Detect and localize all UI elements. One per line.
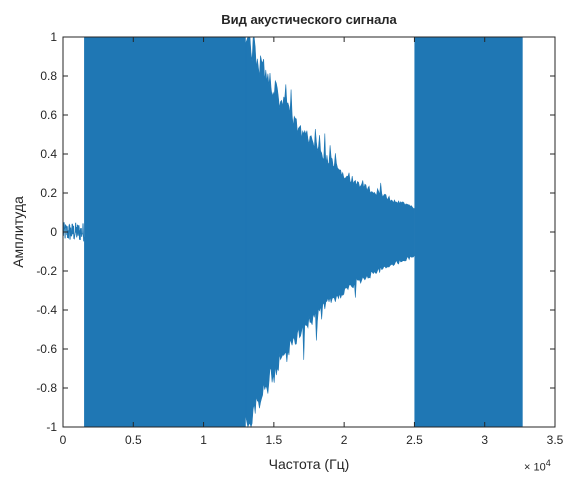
x-tick-label: 3.5	[547, 433, 564, 447]
y-tick-label: -0.8	[36, 381, 57, 395]
y-tick-label: -0.2	[36, 264, 57, 278]
y-tick-label: 0.6	[40, 108, 57, 122]
signal-band	[414, 37, 523, 427]
signal-band	[84, 37, 246, 427]
y-tick-layer: 1 0.8 0.6 0.4 0.2 0 -0.2 -0.4 -0.6 -0.8 -1	[36, 30, 555, 434]
x-axis-exponent: × 104	[524, 458, 551, 474]
y-tick-label: -0.6	[36, 342, 57, 356]
signal-line	[62, 222, 85, 242]
signal-segment-0	[62, 222, 85, 242]
signal-segment-3	[414, 37, 523, 427]
y-tick-label: 0.8	[40, 69, 57, 83]
x-exponent-base: × 10	[524, 461, 546, 474]
y-tick-label: 1	[50, 30, 57, 44]
x-exponent-power: 4	[545, 458, 551, 468]
y-tick-label: -1	[46, 420, 57, 434]
y-tick-label: 0	[50, 225, 57, 239]
signal-segment-2	[245, 36, 415, 429]
x-tick-layer: 0 0.5 1 1.5 2 2.5 3 3.5	[60, 37, 564, 447]
x-tick-label: 1	[200, 433, 207, 447]
x-tick-label: 3	[481, 433, 488, 447]
x-tick-label: 0	[60, 433, 67, 447]
y-tick-label: 0.4	[40, 147, 57, 161]
x-tick-label: 2.5	[406, 433, 423, 447]
x-tick-label: 0.5	[125, 433, 142, 447]
x-tick-label: 2	[341, 433, 348, 447]
x-tick-label: 1.5	[266, 433, 283, 447]
signal-segment-1	[84, 37, 246, 427]
signal-layer	[62, 36, 523, 429]
y-axis-label: Амплитуда	[10, 196, 26, 268]
signal-envelope	[245, 36, 415, 429]
x-axis-label: Частота (Гц)	[268, 456, 350, 472]
chart-title: Вид акустического сигнала	[221, 12, 397, 27]
y-tick-label: 0.2	[40, 186, 57, 200]
y-tick-label: -0.4	[36, 303, 57, 317]
